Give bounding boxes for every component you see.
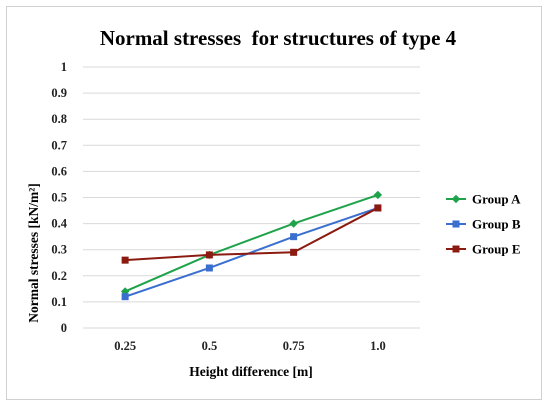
legend: Group A Group B Group E: [446, 192, 521, 257]
legend-item: Group B: [446, 217, 521, 232]
x-axis-label: Height difference [m]: [189, 364, 312, 379]
data-point: [205, 251, 213, 259]
y-tick-label: 0.7: [51, 138, 67, 152]
data-point: [121, 293, 129, 301]
data-point: [121, 256, 129, 264]
y-tick-label: 0.1: [51, 295, 67, 309]
series-group-e: [121, 204, 382, 264]
y-tick-label: 0: [61, 321, 67, 335]
y-tick-label: 0.8: [51, 112, 67, 126]
legend-marker: [452, 245, 460, 253]
gridlines: [83, 66, 420, 329]
y-tick-label: 0.6: [51, 164, 67, 178]
legend-label: Group B: [472, 217, 521, 232]
legend-label: Group A: [472, 192, 521, 207]
y-tick-label: 0.5: [51, 191, 67, 205]
y-tick-label: 0.2: [51, 269, 67, 283]
x-tick-label: 0.75: [283, 339, 305, 353]
series-line: [125, 207, 379, 262]
y-axis-ticks: 0 0.1 0.2 0.3 0.4 0.5 0.6 0.7 0.8 0.9 1: [51, 60, 67, 335]
y-tick-label: 0.9: [51, 86, 67, 100]
y-tick-label: 0.4: [51, 217, 67, 231]
series-line: [124, 193, 379, 293]
x-tick-label: 1.0: [370, 339, 386, 353]
chart-frame: [6, 6, 542, 400]
series-group-a: [120, 190, 383, 296]
data-point: [374, 204, 382, 212]
x-axis-ticks: 0.25 0.5 0.75 1.0: [114, 339, 386, 353]
data-point: [205, 264, 213, 272]
y-tick-label: 1: [61, 60, 67, 74]
y-tick-label: 0.3: [51, 243, 67, 257]
data-point: [290, 248, 298, 256]
series-lines: [120, 190, 383, 301]
legend-marker: [451, 194, 461, 204]
data-point: [373, 190, 383, 200]
series-line: [124, 206, 379, 298]
legend-marker: [452, 220, 460, 228]
y-axis-label: Normal stresses [kN/m²]: [26, 183, 41, 323]
chart-title: Normal stresses for structures of type 4: [100, 26, 457, 50]
legend-item: Group E: [446, 242, 521, 257]
x-tick-label: 0.25: [114, 339, 136, 353]
series-group-b: [121, 204, 382, 301]
data-point: [289, 219, 298, 228]
x-tick-label: 0.5: [202, 339, 218, 353]
data-point: [290, 233, 298, 241]
legend-label: Group E: [472, 242, 521, 257]
legend-item: Group A: [446, 192, 521, 207]
